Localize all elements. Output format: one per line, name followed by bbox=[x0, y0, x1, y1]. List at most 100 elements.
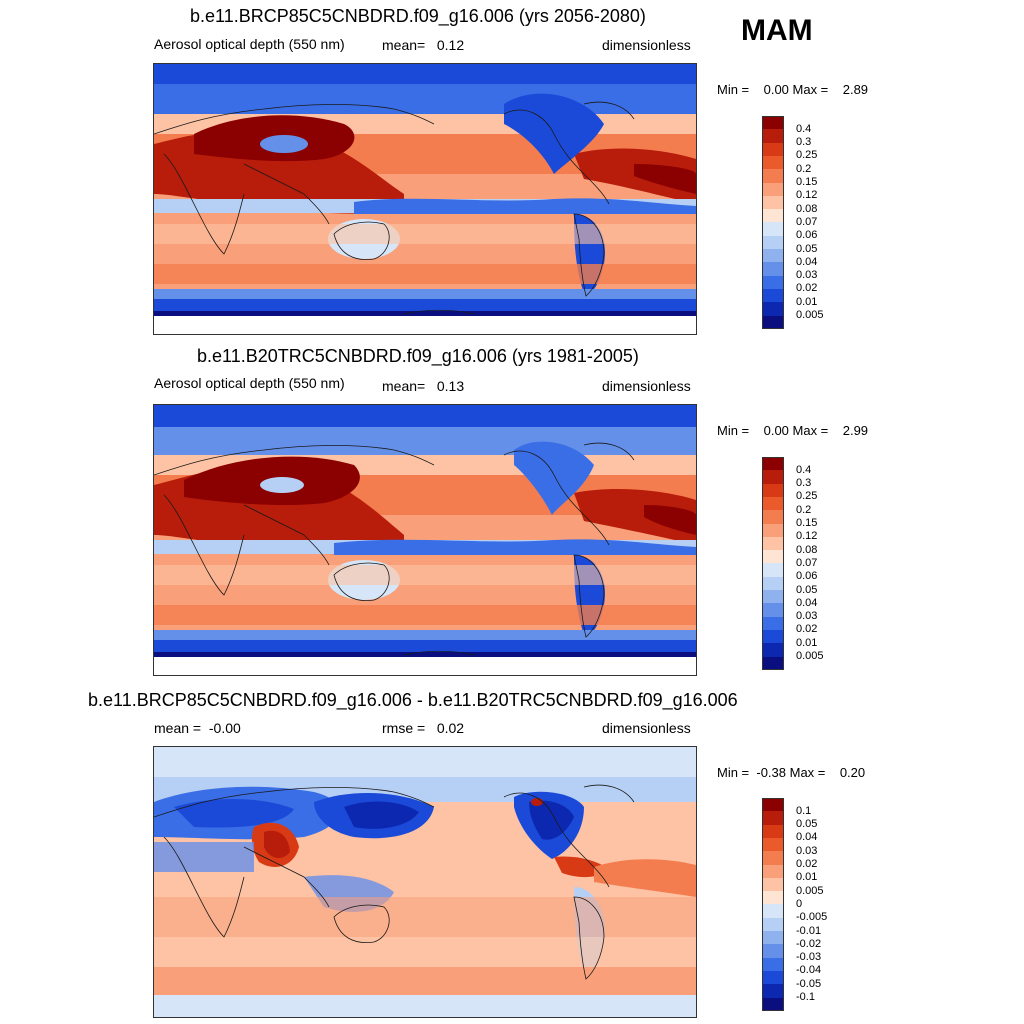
colorbar-swatch bbox=[762, 262, 784, 277]
colorbar-swatch bbox=[762, 155, 784, 170]
colorbar-swatch bbox=[762, 590, 784, 604]
panel-3-map-svg bbox=[154, 747, 696, 1017]
colorbar-tick-label: -0.05 bbox=[796, 977, 822, 990]
panel-3-map bbox=[153, 746, 697, 1018]
colorbar-swatch bbox=[762, 931, 784, 945]
colorbar-swatch bbox=[762, 563, 784, 578]
panel-2-units-label: dimensionless bbox=[602, 378, 691, 394]
colorbar-swatch bbox=[762, 550, 784, 564]
colorbar-tick-label: 0.3 bbox=[796, 136, 812, 149]
panel-2-map bbox=[153, 404, 697, 676]
colorbar-swatch bbox=[762, 944, 784, 959]
colorbar-swatch bbox=[762, 616, 784, 631]
colorbar-swatch bbox=[762, 195, 784, 210]
colorbar-swatch bbox=[762, 603, 784, 618]
panel-1-units-label: dimensionless bbox=[602, 37, 691, 53]
colorbar-swatch bbox=[762, 576, 784, 591]
colorbar-swatch bbox=[762, 536, 784, 551]
panel-2-mean-label: mean= 0.13 bbox=[382, 378, 465, 394]
colorbar-swatch bbox=[762, 837, 784, 852]
panel-3-rmse-label: rmse = 0.02 bbox=[382, 720, 465, 736]
colorbar-swatch bbox=[762, 315, 784, 330]
colorbar-tick-label: 0.07 bbox=[796, 556, 818, 569]
colorbar-tick-label: 0.25 bbox=[796, 149, 818, 162]
colorbar-swatch bbox=[762, 824, 784, 839]
colorbar-tick-label: 0.2 bbox=[796, 162, 812, 175]
colorbar-tick-label: 0.12 bbox=[796, 530, 818, 543]
colorbar-swatch bbox=[762, 798, 784, 812]
panel-1-map-svg bbox=[154, 64, 696, 334]
colorbar-tick-label: 0.07 bbox=[796, 215, 818, 228]
colorbar-swatch bbox=[762, 275, 784, 290]
colorbar-tick-label: -0.1 bbox=[796, 991, 815, 1003]
colorbar-swatch bbox=[762, 302, 784, 316]
colorbar-tick-label: 0.005 bbox=[796, 884, 824, 897]
colorbar-swatch bbox=[762, 984, 784, 998]
panel-2-title: b.e11.B20TRC5CNBDRD.f09_g16.006 (yrs 198… bbox=[197, 346, 639, 366]
colorbar-swatch bbox=[762, 997, 784, 1012]
panel-3-title: b.e11.BRCP85C5CNBDRD.f09_g16.006 - b.e11… bbox=[88, 690, 738, 710]
colorbar-tick-label: -0.02 bbox=[796, 937, 822, 950]
colorbar-tick-label: -0.01 bbox=[796, 924, 822, 937]
colorbar-swatch bbox=[762, 510, 784, 524]
colorbar-tick-label: 0.06 bbox=[796, 229, 818, 242]
colorbar-tick-label: 0.08 bbox=[796, 543, 818, 556]
colorbar-swatch bbox=[762, 917, 784, 932]
colorbar-tick-label: 0.005 bbox=[796, 650, 824, 662]
colorbar-tick-label: 0.01 bbox=[796, 871, 818, 884]
colorbar-tick-label: 0.25 bbox=[796, 490, 818, 503]
colorbar-swatch bbox=[762, 129, 784, 144]
panel-1-title: b.e11.BRCP85C5CNBDRD.f09_g16.006 (yrs 20… bbox=[190, 6, 646, 26]
colorbar-tick-label: 0.15 bbox=[796, 517, 818, 529]
colorbar-tick-label: 0.05 bbox=[796, 818, 818, 831]
colorbar-swatch bbox=[762, 496, 784, 511]
colorbar-swatch bbox=[762, 116, 784, 130]
colorbar-swatch bbox=[762, 629, 784, 644]
colorbar-tick-label: -0.04 bbox=[796, 964, 822, 977]
colorbar-swatch bbox=[762, 877, 784, 892]
colorbar-tick-label: 0.03 bbox=[796, 269, 818, 282]
colorbar-tick-label: 0.01 bbox=[796, 636, 818, 649]
season-label: MAM bbox=[741, 14, 813, 47]
colorbar-swatch bbox=[762, 249, 784, 263]
colorbar-tick-label: -0.03 bbox=[796, 951, 822, 964]
colorbar-tick-label: 0.02 bbox=[796, 858, 818, 870]
panel-1-variable-label: Aerosol optical depth (550 nm) bbox=[154, 36, 345, 52]
colorbar-tick-label: 0.005 bbox=[796, 309, 824, 321]
panel-2-variable-label: Aerosol optical depth (550 nm) bbox=[154, 375, 345, 391]
panel-1-minmax: Min = 0.00 Max = 2.89 bbox=[717, 82, 869, 97]
colorbar-tick-label: 0.06 bbox=[796, 570, 818, 583]
colorbar-swatch bbox=[762, 891, 784, 905]
colorbar-tick-label: 0.03 bbox=[796, 610, 818, 623]
colorbar-swatch bbox=[762, 235, 784, 250]
colorbar-tick-label: 0.02 bbox=[796, 282, 818, 295]
colorbar-swatch bbox=[762, 142, 784, 157]
colorbar-tick-label: 0 bbox=[796, 897, 803, 910]
colorbar-swatch bbox=[762, 957, 784, 972]
colorbar-swatch bbox=[762, 851, 784, 865]
colorbar-swatch bbox=[762, 811, 784, 826]
colorbar-tick-label: 0.12 bbox=[796, 189, 818, 202]
colorbar-swatch bbox=[762, 222, 784, 237]
panel-1-mean-label: mean= 0.12 bbox=[382, 37, 465, 53]
colorbar-tick-label: 0.1 bbox=[796, 804, 812, 817]
colorbar-tick-label: 0.05 bbox=[796, 242, 818, 255]
colorbar-swatch bbox=[762, 864, 784, 879]
colorbar-tick-label: 0.01 bbox=[796, 295, 818, 308]
colorbar-tick-label: 0.15 bbox=[796, 176, 818, 188]
colorbar-swatch bbox=[762, 470, 784, 485]
colorbar-swatch bbox=[762, 483, 784, 498]
colorbar-tick-label: 0.2 bbox=[796, 503, 812, 516]
colorbar-tick-label: 0.04 bbox=[796, 255, 818, 268]
panel-1-map bbox=[153, 63, 697, 335]
colorbar-swatch bbox=[762, 457, 784, 471]
colorbar-tick-label: 0.05 bbox=[796, 583, 818, 596]
colorbar-swatch bbox=[762, 523, 784, 538]
panel-2-minmax: Min = 0.00 Max = 2.99 bbox=[717, 423, 869, 438]
panel-3-mean-label: mean = -0.00 bbox=[154, 720, 241, 736]
colorbar-tick-label: 0.04 bbox=[796, 831, 818, 844]
colorbar-swatch bbox=[762, 209, 784, 223]
colorbar-swatch bbox=[762, 288, 784, 303]
colorbar-swatch bbox=[762, 970, 784, 985]
colorbar-tick-label: 0.3 bbox=[796, 477, 812, 490]
